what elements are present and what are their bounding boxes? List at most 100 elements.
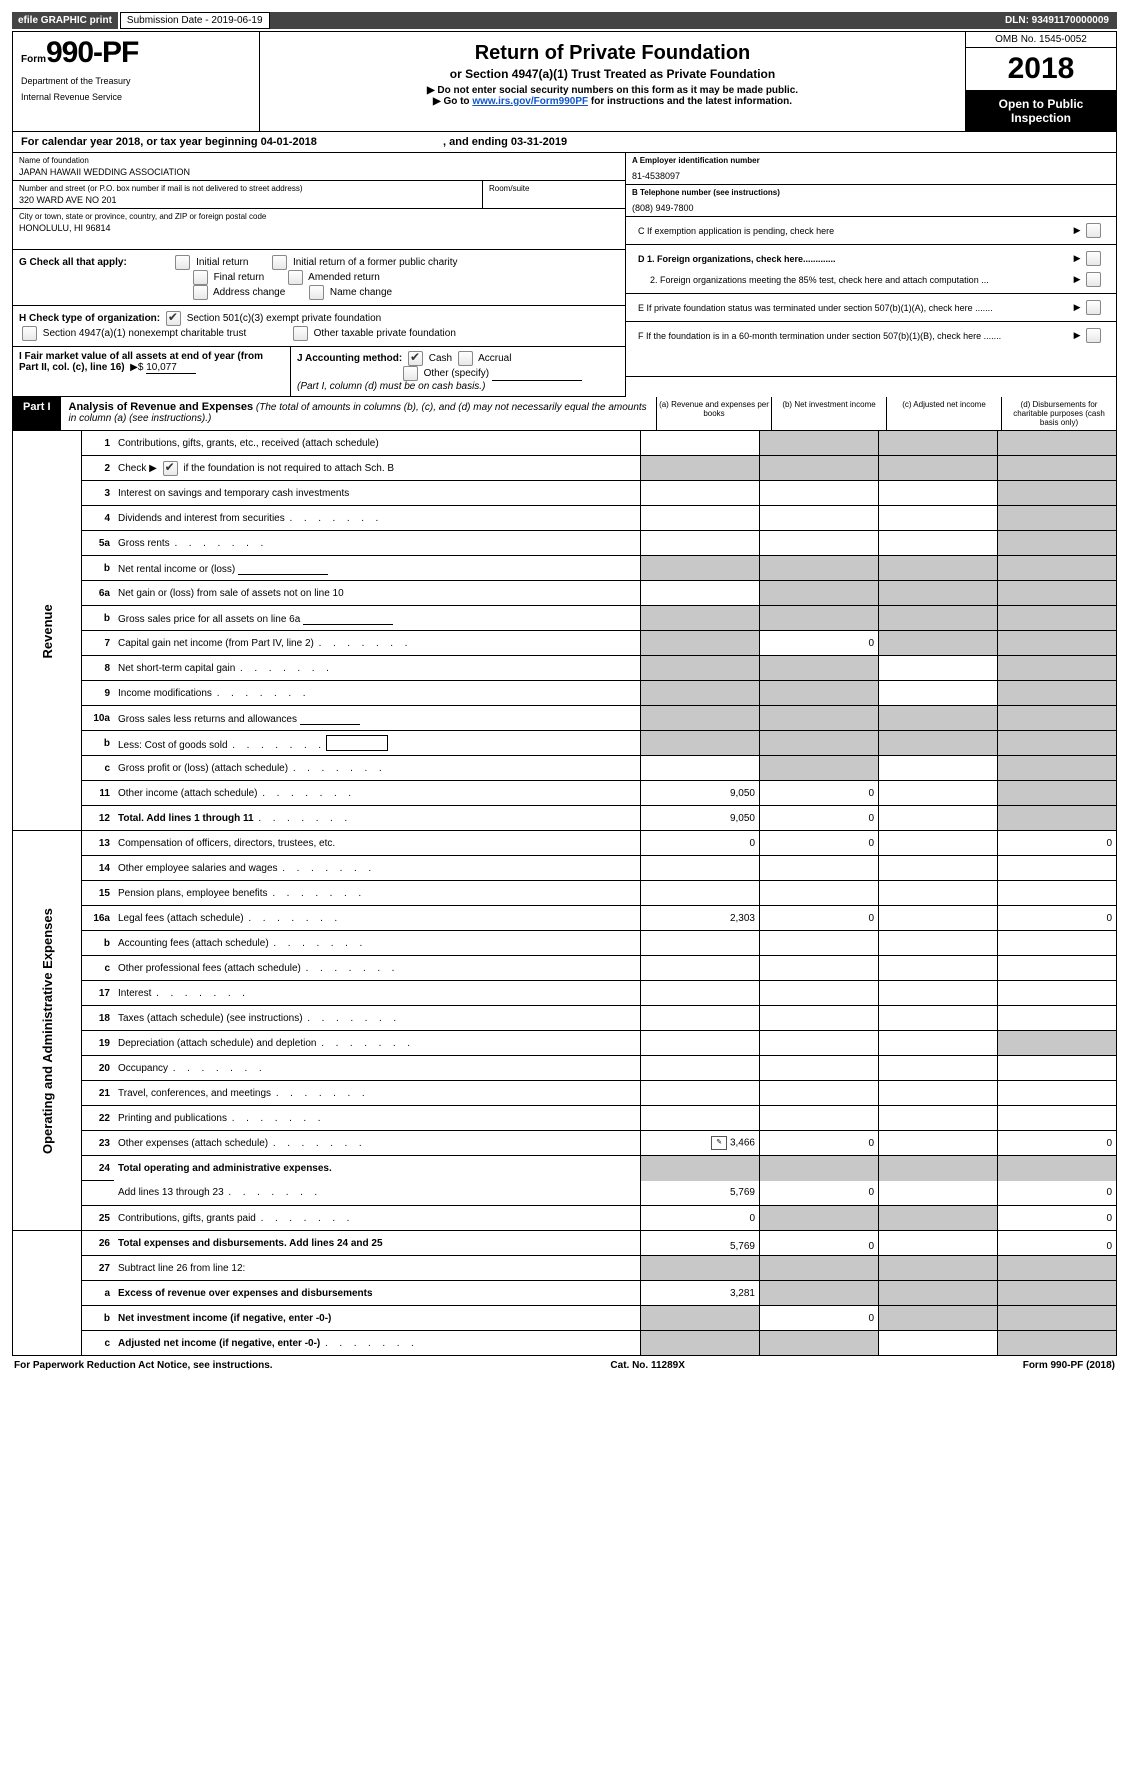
ssn-warning: ▶ Do not enter social security numbers o… [268,85,957,96]
street-cell: Number and street (or P.O. box number if… [13,181,483,209]
table-row: cAdjusted net income (if negative, enter… [13,1331,1117,1356]
section-c: C If exemption application is pending, c… [626,217,1116,245]
table-row: 21Travel, conferences, and meetings [13,1081,1117,1106]
table-row: 25Contributions, gifts, grants paid 00 [13,1206,1117,1231]
table-row: bNet rental income or (loss) [13,556,1117,581]
line5b-input[interactable] [238,562,328,575]
line6b-input[interactable] [303,612,393,625]
footer-center: Cat. No. 11289X [610,1360,684,1371]
irs-link[interactable]: www.irs.gov/Form990PF [472,96,588,107]
part1-grid: Revenue 1 Contributions, gifts, grants, … [12,431,1117,1356]
schedule-icon[interactable]: ✎ [711,1136,727,1150]
j-cash-checkbox[interactable] [408,351,423,366]
h-501c3-checkbox[interactable] [166,311,181,326]
form-number: 990-PF [46,36,138,69]
phone-value: (808) 949-7800 [632,197,1110,213]
table-row: 10aGross sales less returns and allowanc… [13,706,1117,731]
table-row: 16aLegal fees (attach schedule) 2,30300 [13,906,1117,931]
g-initial-return-checkbox[interactable] [175,255,190,270]
table-row: 18Taxes (attach schedule) (see instructi… [13,1006,1117,1031]
section-h: H Check type of organization: Section 50… [13,306,625,347]
table-row: 8Net short-term capital gain [13,656,1117,681]
goto-line: ▶ Go to www.irs.gov/Form990PF for instru… [268,96,957,107]
table-row: 24Total operating and administrative exp… [13,1156,1117,1181]
col-b-header: (b) Net investment income [771,397,886,430]
table-row: 19Depreciation (attach schedule) and dep… [13,1031,1117,1056]
table-row: Add lines 13 through 23 5,76900 [13,1181,1117,1206]
header-right: OMB No. 1545-0052 2018 Open to Public In… [966,32,1116,131]
table-row: bGross sales price for all assets on lin… [13,606,1117,631]
table-row: 3Interest on savings and temporary cash … [13,481,1117,506]
h-other-checkbox[interactable] [293,326,308,341]
table-row: bNet investment income (if negative, ent… [13,1306,1117,1331]
table-row: 5aGross rents [13,531,1117,556]
city-state-zip: HONOLULU, HI 96814 [19,221,619,233]
table-row: 2 Check ▶ if the foundation is not requi… [13,456,1117,481]
g-final-return-checkbox[interactable] [193,270,208,285]
g-initial-former-checkbox[interactable] [272,255,287,270]
g-name-change-checkbox[interactable] [309,285,324,300]
ein-cell: A Employer identification number 81-4538… [626,153,1116,185]
topbar-spacer [270,12,997,29]
phone-cell: B Telephone number (see instructions) (8… [626,185,1116,217]
part1-tag: Part I [13,397,61,430]
table-row: Operating and Administrative Expenses 13… [13,831,1117,856]
section-e: E If private foundation status was termi… [626,294,1116,322]
table-row: 4Dividends and interest from securities [13,506,1117,531]
table-row: bAccounting fees (attach schedule) [13,931,1117,956]
d2-checkbox[interactable] [1086,272,1101,287]
header-center: Return of Private Foundation or Section … [260,32,966,131]
line10a-input[interactable] [300,712,360,725]
section-g: G Check all that apply: Initial return I… [13,250,625,306]
foundation-name-cell: Name of foundation JAPAN HAWAII WEDDING … [13,153,625,181]
c-pending-checkbox[interactable] [1086,223,1101,238]
city-cell: City or town, state or province, country… [13,209,625,250]
table-row: 15Pension plans, employee benefits [13,881,1117,906]
j-other-input[interactable] [492,368,582,381]
part1-header: Part I Analysis of Revenue and Expenses … [12,397,1117,431]
f-checkbox[interactable] [1086,328,1101,343]
h-4947-checkbox[interactable] [22,326,37,341]
entity-left: Name of foundation JAPAN HAWAII WEDDING … [13,153,625,397]
footer-right: Form 990-PF (2018) [1023,1360,1115,1371]
entity-right: A Employer identification number 81-4538… [625,153,1116,397]
col-d-header: (d) Disbursements for charitable purpose… [1001,397,1116,430]
table-row: aExcess of revenue over expenses and dis… [13,1281,1117,1306]
table-row: 17Interest [13,981,1117,1006]
table-row: 27Subtract line 26 from line 12: [13,1256,1117,1281]
j-other-checkbox[interactable] [403,366,418,381]
table-row: Revenue 1 Contributions, gifts, grants, … [13,431,1117,456]
revenue-label: Revenue [13,431,82,831]
j-accrual-checkbox[interactable] [458,351,473,366]
form-header: Form990-PF Department of the Treasury In… [12,31,1117,132]
e-checkbox[interactable] [1086,300,1101,315]
table-row: cGross profit or (loss) (attach schedule… [13,756,1117,781]
form-prefix: Form [21,54,46,65]
table-row: 6aNet gain or (loss) from sale of assets… [13,581,1117,606]
col-c-header: (c) Adjusted net income [886,397,1001,430]
table-row: bLess: Cost of goods sold [13,731,1117,756]
opex-label: Operating and Administrative Expenses [13,831,82,1231]
sch-b-checkbox[interactable] [163,461,178,476]
room-cell: Room/suite [483,181,625,209]
d1-checkbox[interactable] [1086,251,1101,266]
header-left: Form990-PF Department of the Treasury In… [13,32,260,131]
fmv-value: 10,077 [146,362,196,374]
tax-year: 2018 [966,48,1116,91]
table-row: 14Other employee salaries and wages [13,856,1117,881]
section-d: D 1. Foreign organizations, check here..… [626,245,1116,294]
g-amended-checkbox[interactable] [288,270,303,285]
table-row: 11Other income (attach schedule) 9,0500 [13,781,1117,806]
line10b-input[interactable] [326,735,388,751]
table-row: cOther professional fees (attach schedul… [13,956,1117,981]
table-row: 22Printing and publications [13,1106,1117,1131]
col-a-header: (a) Revenue and expenses per books [656,397,771,430]
efile-tag: efile GRAPHIC print [12,12,118,29]
g-address-change-checkbox[interactable] [193,285,208,300]
form-title: Return of Private Foundation [268,42,957,65]
foundation-name: JAPAN HAWAII WEDDING ASSOCIATION [19,165,619,177]
section-f: F If the foundation is in a 60-month ter… [626,322,1116,377]
topbar: efile GRAPHIC print Submission Date - 20… [12,12,1117,29]
dept-treasury: Department of the Treasury [21,76,251,86]
page-footer: For Paperwork Reduction Act Notice, see … [12,1356,1117,1375]
